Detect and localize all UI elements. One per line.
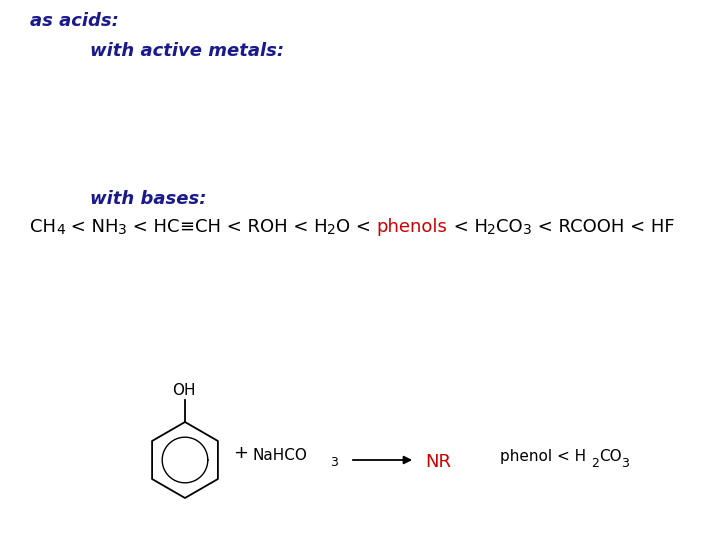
Text: < RCOOH < HF: < RCOOH < HF xyxy=(531,218,674,236)
Text: 3: 3 xyxy=(330,456,338,469)
Text: CO: CO xyxy=(496,218,523,236)
Text: < NH: < NH xyxy=(65,218,118,236)
Text: 3: 3 xyxy=(523,223,531,237)
Text: < HC: < HC xyxy=(127,218,179,236)
Text: 2: 2 xyxy=(487,223,496,237)
Text: NR: NR xyxy=(425,453,451,471)
Text: ≡: ≡ xyxy=(179,218,194,236)
Text: CO: CO xyxy=(599,449,621,464)
Text: 2: 2 xyxy=(328,223,336,237)
Text: CH: CH xyxy=(30,218,56,236)
Text: < H: < H xyxy=(448,218,487,236)
Text: 4: 4 xyxy=(56,223,65,237)
Text: with bases:: with bases: xyxy=(90,190,207,208)
Text: as acids:: as acids: xyxy=(30,12,119,30)
Text: +: + xyxy=(233,444,248,462)
Text: 3: 3 xyxy=(118,223,127,237)
Text: phenols: phenols xyxy=(377,218,448,236)
Text: OH: OH xyxy=(172,383,196,398)
Text: phenol < H: phenol < H xyxy=(500,449,586,464)
Text: O <: O < xyxy=(336,218,377,236)
Text: CH < ROH < H: CH < ROH < H xyxy=(194,218,328,236)
Text: with active metals:: with active metals: xyxy=(90,42,284,60)
Text: NaHCO: NaHCO xyxy=(253,448,308,463)
Text: 3: 3 xyxy=(621,457,629,470)
Text: 2: 2 xyxy=(591,457,599,470)
